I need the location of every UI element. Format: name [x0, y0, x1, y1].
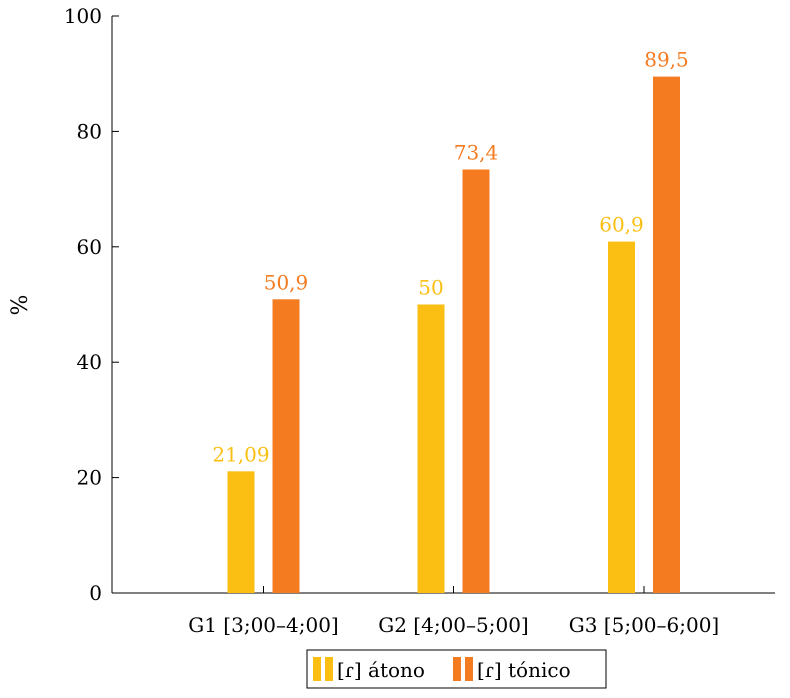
y-tick-label: 0: [89, 581, 102, 605]
x-tick-label: G1 [3;00–4;00]: [188, 613, 339, 637]
data-label: 60,9: [599, 213, 644, 237]
x-tick-label: G2 [4;00–5;00]: [378, 613, 529, 637]
bar: [417, 304, 445, 593]
legend-swatch: [453, 657, 461, 681]
y-tick-label: 40: [77, 350, 102, 374]
bar: [462, 169, 490, 593]
y-axis-label: %: [8, 295, 33, 316]
data-label: 89,5: [644, 48, 689, 72]
bar: [227, 471, 255, 593]
legend-swatch: [313, 657, 321, 681]
data-label: 50,9: [264, 270, 309, 294]
bar: [272, 299, 300, 593]
bar: [608, 241, 635, 593]
data-label: 50: [418, 276, 443, 300]
y-tick-label: 60: [77, 235, 102, 259]
data-label: 21,09: [212, 442, 269, 466]
y-tick-label: 20: [77, 466, 102, 490]
legend-label: [ɾ] tónico: [477, 658, 571, 682]
data-label: 73,4: [454, 140, 499, 164]
legend-swatch: [465, 657, 473, 681]
y-tick-label: 100: [64, 4, 102, 28]
bar: [653, 76, 680, 593]
legend-label: [ɾ] átono: [337, 658, 425, 682]
legend-swatch: [325, 657, 333, 681]
x-tick-label: G3 [5;00–6;00]: [569, 613, 720, 637]
legend: [ɾ] átono [ɾ] tónico: [306, 649, 607, 689]
plot-area: 0 20 40 60 80 100 G1 [3;00–4;00] G2 [4;00–5;00]…: [64, 4, 775, 637]
y-tick-label: 80: [77, 119, 102, 143]
